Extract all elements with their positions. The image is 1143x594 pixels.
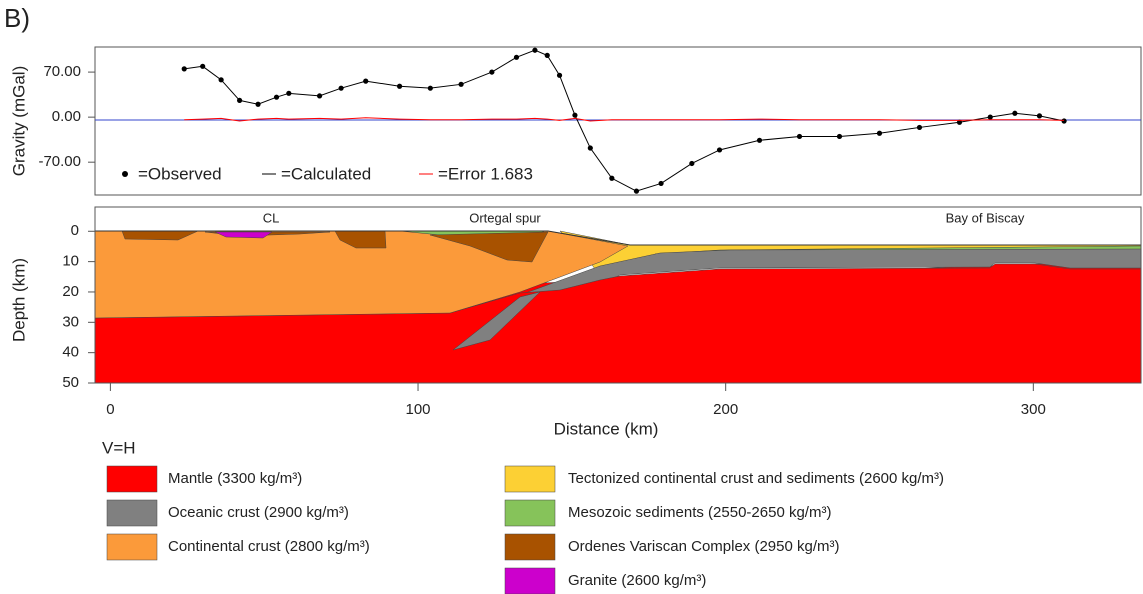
legend-label: Granite (2600 kg/m³) — [568, 572, 706, 589]
legend-label: =Calculated — [281, 164, 371, 183]
legend-symbol — [122, 171, 128, 177]
series-line — [184, 49, 1065, 192]
gravity-frame — [94, 46, 1142, 196]
legend-swatch — [504, 533, 556, 561]
x-tick-label: 0 — [106, 401, 114, 418]
legend-label: Continental crust (2800 kg/m³) — [168, 538, 370, 555]
legend-label: Ordenes Variscan Complex (2950 kg/m³) — [568, 538, 840, 555]
granite — [214, 231, 273, 239]
y-tick-label: -70.00 — [38, 153, 81, 170]
oceanic-crust — [452, 291, 541, 351]
legend-swatch — [106, 465, 158, 493]
scale-note: V=H — [102, 438, 136, 457]
y-tick-label: 30 — [62, 313, 79, 330]
y-tick-label: 20 — [62, 283, 79, 300]
cross-section — [94, 230, 1142, 384]
legend-label: Mantle (3300 kg/m³) — [168, 470, 302, 487]
surface-line — [95, 230, 1141, 246]
legend-label: Oceanic crust (2900 kg/m³) — [168, 504, 349, 521]
legend-label: Tectonized continental crust and sedimen… — [568, 470, 944, 487]
legend-swatch — [106, 499, 158, 527]
legend-label: =Error 1.683 — [438, 164, 533, 183]
legend-swatch — [504, 465, 556, 493]
panel-label: B) — [4, 3, 30, 33]
annotation: Bay of Biscay — [946, 210, 1025, 225]
legend-label: =Observed — [138, 164, 222, 183]
y-axis-label: Gravity (mGal) — [9, 66, 28, 177]
x-tick-label: 300 — [1021, 401, 1046, 418]
section-frame — [94, 206, 1142, 384]
y-tick-label: 40 — [62, 344, 79, 361]
y-tick-label: 0.00 — [52, 108, 81, 125]
series-line — [184, 117, 1065, 122]
y-tick-label: 10 — [62, 253, 79, 270]
legend-label: Mesozoic sediments (2550-2650 kg/m³) — [568, 504, 831, 521]
y-tick-label: 70.00 — [43, 63, 81, 80]
x-tick-label: 200 — [713, 401, 738, 418]
legend-swatch — [504, 567, 556, 594]
annotation: CL — [263, 210, 280, 225]
legend-swatch — [106, 533, 158, 561]
x-tick-label: 100 — [406, 401, 431, 418]
y-axis-label: Depth (km) — [9, 258, 28, 342]
annotation: Ortegal spur — [469, 210, 541, 225]
y-tick-label: 0 — [71, 222, 79, 239]
y-tick-label: 50 — [62, 374, 79, 391]
ordenes-complex — [429, 231, 549, 263]
legend-swatch — [504, 499, 556, 527]
x-axis-label: Distance (km) — [554, 419, 659, 438]
